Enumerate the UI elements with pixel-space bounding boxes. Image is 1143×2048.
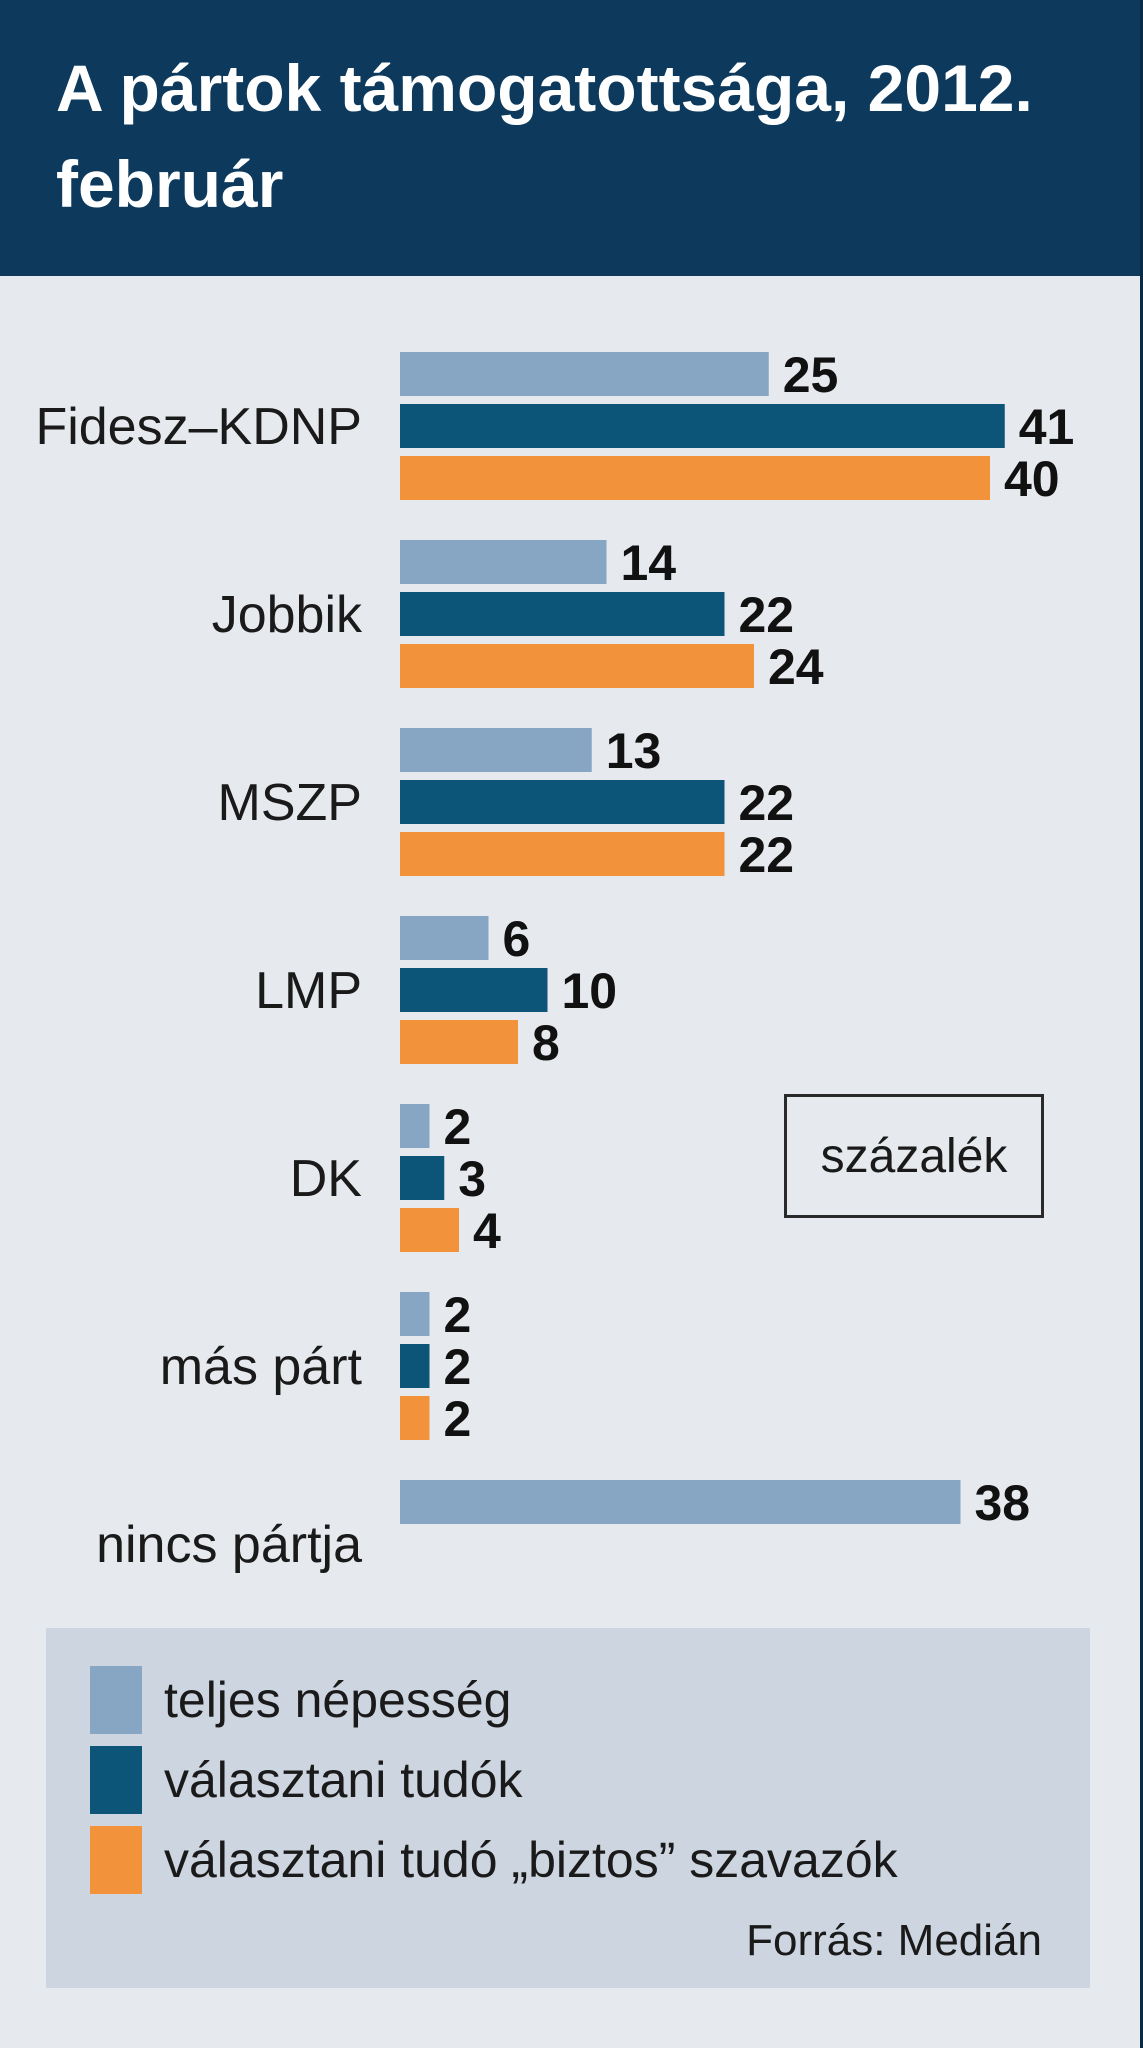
bar-1-1 [400, 592, 725, 636]
bar-1-0 [400, 540, 607, 584]
bar-4-1 [400, 1156, 445, 1200]
category-label-3: LMP [255, 962, 362, 1020]
bar-0-0 [400, 352, 769, 396]
value-label-5-1: 2 [444, 1339, 472, 1395]
bar-3-1 [400, 968, 548, 1012]
legend-label-0: teljes népesség [164, 1672, 512, 1728]
unit-label: százalék [784, 1094, 1044, 1218]
legend-label-2: választani tudó „biztos” szavazók [164, 1832, 898, 1888]
category-label-6: nincs pártja [96, 1516, 362, 1574]
value-label-0-2: 40 [1004, 451, 1060, 507]
bar-2-0 [400, 728, 592, 772]
legend-item-biztos-szavazok: választani tudó „biztos” szavazók [90, 1826, 898, 1894]
bar-5-2 [400, 1396, 430, 1440]
value-label-0-1: 41 [1019, 399, 1075, 455]
bar-4-0 [400, 1104, 430, 1148]
value-label-3-2: 8 [532, 1015, 560, 1071]
value-label-2-0: 13 [606, 723, 662, 779]
legend-swatch-0 [90, 1666, 142, 1734]
legend-swatch-1 [90, 1746, 142, 1814]
value-label-4-1: 3 [458, 1151, 486, 1207]
bar-0-1 [400, 404, 1005, 448]
value-label-5-0: 2 [444, 1287, 472, 1343]
value-label-4-0: 2 [444, 1099, 472, 1155]
bar-6-0 [400, 1480, 961, 1524]
value-label-3-1: 10 [562, 963, 618, 1019]
legend-item-valasztani-tudok: választani tudók [90, 1746, 523, 1814]
category-label-0: Fidesz–KDNP [35, 398, 362, 456]
bar-3-0 [400, 916, 489, 960]
legend-item-teljes-nepesseg: teljes népesség [90, 1666, 511, 1734]
value-label-3-0: 6 [503, 911, 531, 967]
bar-3-2 [400, 1020, 518, 1064]
source-note: Forrás: Medián [746, 1916, 1042, 1965]
category-label-2: MSZP [218, 774, 362, 832]
value-label-2-1: 22 [739, 775, 795, 831]
bar-4-2 [400, 1208, 459, 1252]
bar-2-2 [400, 832, 725, 876]
value-label-4-2: 4 [473, 1203, 501, 1259]
bar-0-2 [400, 456, 990, 500]
legend-swatch-2 [90, 1826, 142, 1894]
legend-label-1: választani tudók [164, 1752, 523, 1808]
bar-5-1 [400, 1344, 430, 1388]
value-label-0-0: 25 [783, 347, 839, 403]
bar-5-0 [400, 1292, 430, 1336]
value-label-6-0: 38 [975, 1475, 1031, 1531]
category-label-1: Jobbik [212, 586, 363, 644]
value-label-1-0: 14 [621, 535, 677, 591]
value-label-1-1: 22 [739, 587, 795, 643]
chart-title: A pártok támogatottsága, 2012. február [56, 51, 1033, 221]
value-label-1-2: 24 [768, 639, 824, 695]
title-bar: A pártok támogatottsága, 2012. február [0, 0, 1140, 276]
category-label-5: más párt [160, 1338, 363, 1396]
bar-1-2 [400, 644, 754, 688]
category-label-4: DK [290, 1150, 363, 1208]
value-label-2-2: 22 [739, 827, 795, 883]
bar-2-1 [400, 780, 725, 824]
legend: teljes népesség választani tudók választ… [46, 1628, 1090, 1988]
value-label-5-2: 2 [444, 1391, 472, 1447]
